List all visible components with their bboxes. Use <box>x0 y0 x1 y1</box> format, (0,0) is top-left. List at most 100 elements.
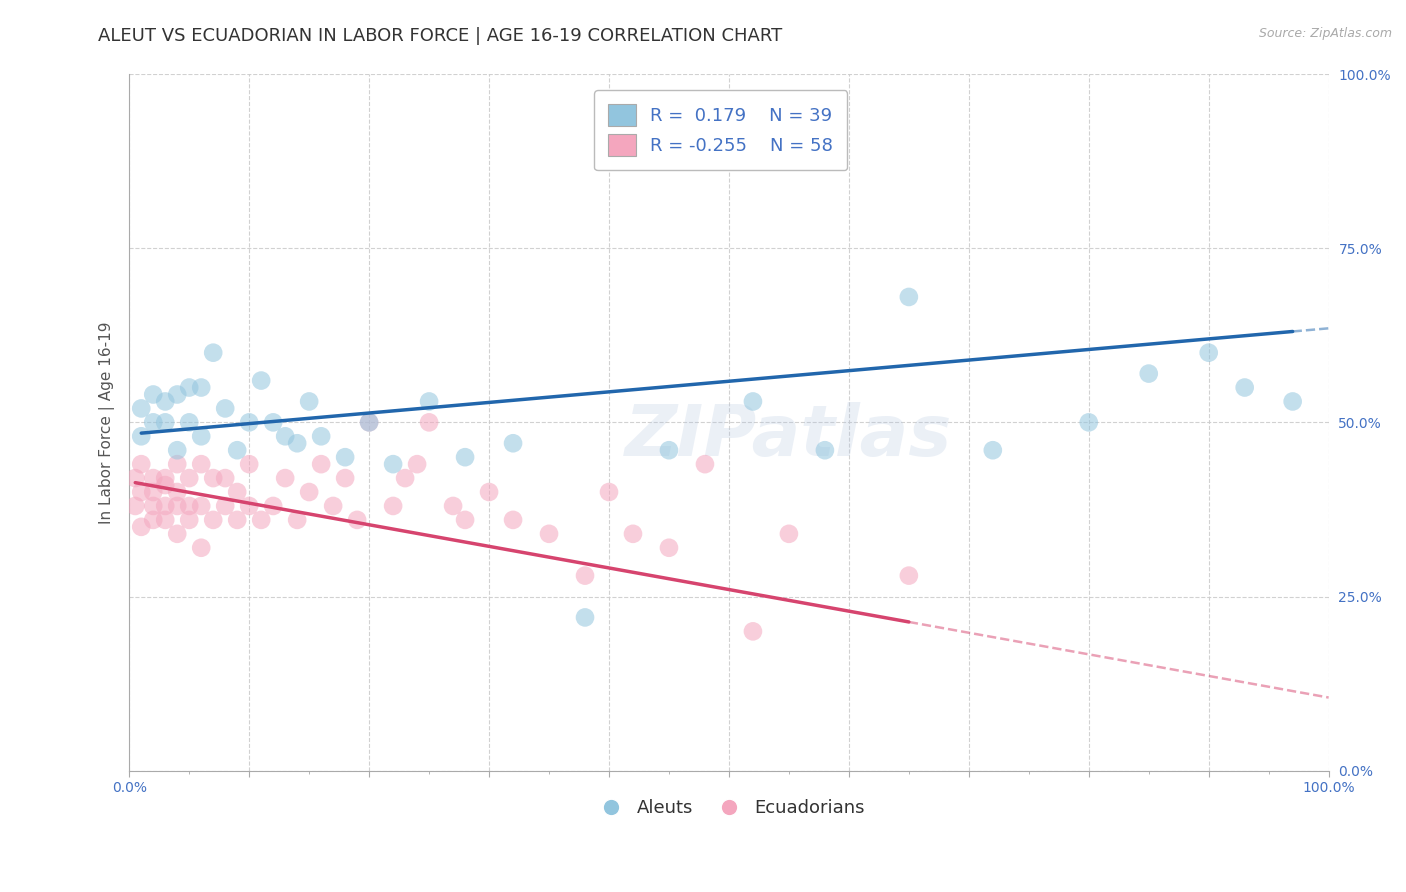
Point <box>238 499 260 513</box>
Point <box>155 394 177 409</box>
Text: ZIPatlas: ZIPatlas <box>626 401 953 471</box>
Point <box>179 513 201 527</box>
Point <box>285 436 308 450</box>
Point <box>142 471 165 485</box>
Point <box>124 499 146 513</box>
Point <box>166 526 188 541</box>
Point <box>155 471 177 485</box>
Point <box>179 471 201 485</box>
Point <box>537 526 560 541</box>
Point <box>142 485 165 500</box>
Point <box>166 387 188 401</box>
Point <box>190 499 212 513</box>
Point <box>1077 415 1099 429</box>
Point <box>129 457 152 471</box>
Point <box>897 568 920 582</box>
Point <box>226 485 249 500</box>
Point <box>166 499 188 513</box>
Point <box>309 457 332 471</box>
Point <box>742 394 765 409</box>
Point <box>129 485 152 500</box>
Point <box>250 513 273 527</box>
Point <box>406 457 429 471</box>
Point <box>155 415 177 429</box>
Point <box>598 485 620 500</box>
Point <box>778 526 800 541</box>
Point <box>238 457 260 471</box>
Point <box>418 394 440 409</box>
Point <box>897 290 920 304</box>
Legend: Aleuts, Ecuadorians: Aleuts, Ecuadorians <box>586 792 872 824</box>
Point <box>658 541 681 555</box>
Point <box>285 513 308 527</box>
Point <box>333 471 356 485</box>
Point <box>298 485 321 500</box>
Point <box>179 415 201 429</box>
Point <box>309 429 332 443</box>
Point <box>142 499 165 513</box>
Point <box>418 415 440 429</box>
Point <box>202 471 225 485</box>
Point <box>238 415 260 429</box>
Point <box>333 450 356 465</box>
Point <box>274 471 297 485</box>
Point <box>693 457 716 471</box>
Point <box>814 443 837 458</box>
Y-axis label: In Labor Force | Age 16-19: In Labor Force | Age 16-19 <box>100 321 115 524</box>
Point <box>441 499 464 513</box>
Point <box>394 471 416 485</box>
Text: Source: ZipAtlas.com: Source: ZipAtlas.com <box>1258 27 1392 40</box>
Point <box>166 457 188 471</box>
Point <box>226 443 249 458</box>
Point <box>129 520 152 534</box>
Point <box>202 345 225 359</box>
Point <box>142 387 165 401</box>
Point <box>322 499 344 513</box>
Point <box>274 429 297 443</box>
Point <box>262 499 284 513</box>
Point <box>298 394 321 409</box>
Point <box>1233 380 1256 394</box>
Point <box>574 610 596 624</box>
Point <box>262 415 284 429</box>
Point <box>1281 394 1303 409</box>
Point <box>142 513 165 527</box>
Point <box>454 450 477 465</box>
Point <box>142 415 165 429</box>
Point <box>179 380 201 394</box>
Point <box>155 513 177 527</box>
Point <box>359 415 381 429</box>
Point <box>502 436 524 450</box>
Point <box>742 624 765 639</box>
Point <box>502 513 524 527</box>
Point <box>658 443 681 458</box>
Point <box>155 499 177 513</box>
Point <box>179 499 201 513</box>
Point <box>1137 367 1160 381</box>
Point <box>382 499 405 513</box>
Point <box>129 429 152 443</box>
Point <box>359 415 381 429</box>
Point <box>129 401 152 416</box>
Point <box>166 485 188 500</box>
Point <box>226 513 249 527</box>
Point <box>190 380 212 394</box>
Point <box>190 429 212 443</box>
Point <box>155 478 177 492</box>
Point <box>621 526 644 541</box>
Point <box>250 374 273 388</box>
Point <box>478 485 501 500</box>
Point <box>454 513 477 527</box>
Point <box>382 457 405 471</box>
Point <box>214 499 236 513</box>
Point <box>124 471 146 485</box>
Point <box>214 401 236 416</box>
Point <box>1198 345 1220 359</box>
Point <box>190 457 212 471</box>
Point <box>574 568 596 582</box>
Point <box>214 471 236 485</box>
Point <box>202 513 225 527</box>
Point <box>346 513 368 527</box>
Text: ALEUT VS ECUADORIAN IN LABOR FORCE | AGE 16-19 CORRELATION CHART: ALEUT VS ECUADORIAN IN LABOR FORCE | AGE… <box>98 27 783 45</box>
Point <box>190 541 212 555</box>
